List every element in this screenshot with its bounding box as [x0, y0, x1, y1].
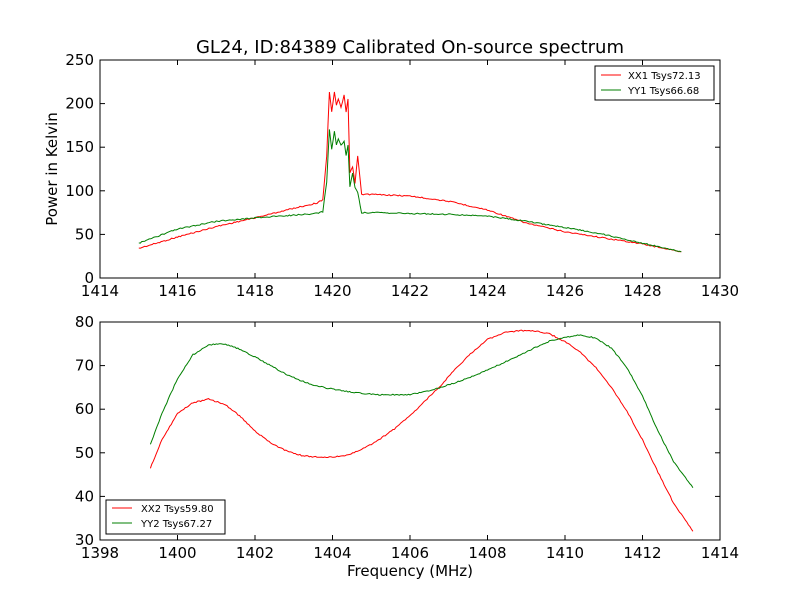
chart-bottom-ytick-label: 50	[75, 444, 94, 462]
chart-top-legend: XX1 Tsys72.13 YY1 Tsys66.68	[594, 65, 715, 101]
chart-bottom-legend-label-xx2: XX2 Tsys59.80	[141, 504, 214, 515]
chart-bottom-xtick-label: 1398	[81, 544, 119, 562]
chart-top-ytick-label: 0	[84, 269, 94, 287]
chart-top-series-line-yy	[138, 129, 682, 253]
chart-top-ticks: 1414 1416 1418 1420 1422 1424 1426 1428 1430 0 50 1…	[65, 51, 739, 300]
chart-top-ytick-label: 100	[65, 182, 94, 200]
chart-top-xtick-label: 1422	[391, 282, 429, 300]
chart-bottom-legend-label-yy2: YY2 Tsys67.27	[140, 519, 212, 530]
chart-top-ytick-label: 200	[65, 95, 94, 113]
chart-bottom-ticks: 1398 1400 1402 1404 1406 1408 1410 1412 1414 30 40…	[75, 313, 739, 562]
chart-top-legend-label-xx1: XX1 Tsys72.13	[628, 71, 701, 82]
chart-bottom-xtick-label: 1412	[623, 544, 661, 562]
chart-bottom-ytick-label: 30	[75, 531, 94, 549]
chart-bottom-xtick-label: 1410	[546, 544, 584, 562]
chart-top-series-line-xx	[138, 91, 682, 253]
chart-bottom-series-group	[149, 329, 694, 532]
chart-top-ytick-label: 250	[65, 51, 94, 69]
chart-bottom-xlabel: Frequency (MHz)	[347, 562, 473, 580]
chart-top-xtick-label: 1428	[623, 282, 661, 300]
chart-bottom-xtick-label: 1414	[701, 544, 739, 562]
chart-bottom-series-line-yy	[149, 334, 694, 488]
chart-top-xtick-label: 1430	[701, 282, 739, 300]
chart-bottom-xtick-label: 1408	[468, 544, 506, 562]
chart-top-series-group	[138, 91, 682, 253]
chart-top-xtick-label: 1414	[81, 282, 119, 300]
chart-bottom-ytick-label: 80	[75, 313, 94, 331]
chart-top: GL24, ID:84389 Calibrated On-source spec…	[43, 37, 739, 300]
chart-bottom-xtick-label: 1404	[313, 544, 351, 562]
chart-top-ylabel: Power in Kelvin	[43, 112, 61, 226]
chart-top-title: GL24, ID:84389 Calibrated On-source spec…	[196, 37, 624, 58]
chart-bottom-xtick-label: 1402	[236, 544, 274, 562]
chart-bottom-ytick-label: 40	[75, 487, 94, 505]
chart-bottom-ytick-label: 60	[75, 400, 94, 418]
chart-top-xtick-label: 1426	[546, 282, 584, 300]
chart-top-legend-label-yy1: YY1 Tsys66.68	[627, 86, 699, 97]
chart-bottom-ytick-label: 70	[75, 357, 94, 375]
chart-top-xtick-label: 1420	[313, 282, 351, 300]
chart-bottom-series-line-xx	[149, 329, 694, 532]
chart-top-legend-box	[594, 65, 715, 101]
chart-bottom: 1398 1400 1402 1404 1406 1408 1410 1412 1414 30 40…	[75, 313, 739, 580]
chart-bottom-legend: XX2 Tsys59.80 YY2 Tsys67.27	[105, 499, 226, 535]
chart-top-ytick-label: 150	[65, 138, 94, 156]
chart-top-xtick-label: 1418	[236, 282, 274, 300]
chart-bottom-xtick-label: 1406	[391, 544, 429, 562]
chart-top-xtick-label: 1424	[468, 282, 506, 300]
chart-bottom-legend-box	[105, 499, 226, 535]
chart-top-ytick-label: 50	[75, 225, 94, 243]
chart-top-xtick-label: 1416	[158, 282, 196, 300]
chart-bottom-xtick-label: 1400	[158, 544, 196, 562]
